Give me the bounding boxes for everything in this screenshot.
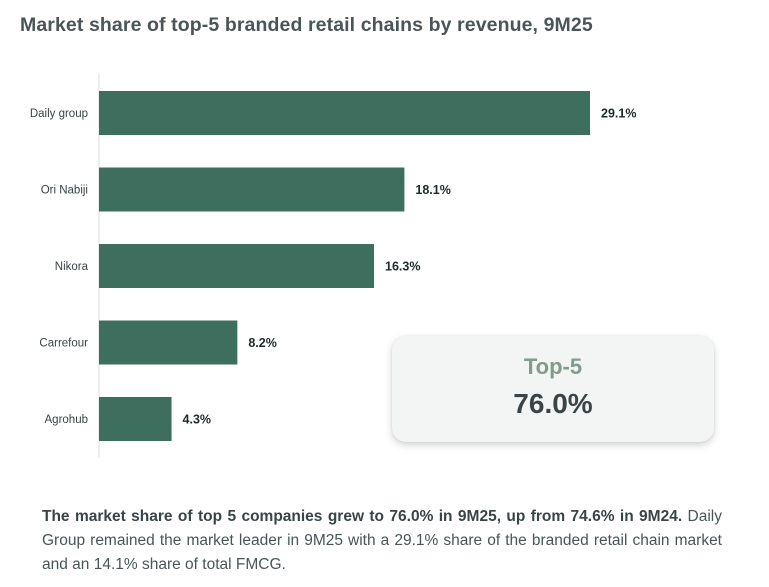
value-label: 18.1% [415,183,450,197]
top5-summary-value: 76.0% [513,388,593,419]
value-label: 8.2% [248,336,277,350]
category-label: Carrefour [39,338,88,350]
footnote-text: The market share of top 5 companies grew… [42,505,722,577]
value-label: 16.3% [385,260,420,274]
category-label: Daily group [30,108,88,120]
footnote-bold-text: The market share of top 5 companies grew… [42,508,683,525]
bar-nikora [99,244,375,288]
bar-ori-nabiji [99,167,405,212]
footnote-body-text: Daily Group remained the market leader i… [42,508,722,573]
top5-summary-label: Top-5 [523,354,583,379]
value-label: 4.3% [183,413,212,427]
bar-carrefour [99,320,238,365]
value-label: 29.1% [601,107,636,121]
category-label: Nikora [55,261,89,273]
category-label: Ori Nabiji [41,185,88,197]
bar-chart: Daily group 29.1% Ori Nabiji 18.1% Nikora 16.… [30,74,636,458]
bar-daily-group [99,91,590,135]
category-label: Agrohub [45,414,88,426]
bar-agrohub [99,397,172,441]
top5-summary-card: Top-5 76.0% [392,336,714,442]
chart-title: Market share of top-5 branded retail cha… [20,14,593,36]
